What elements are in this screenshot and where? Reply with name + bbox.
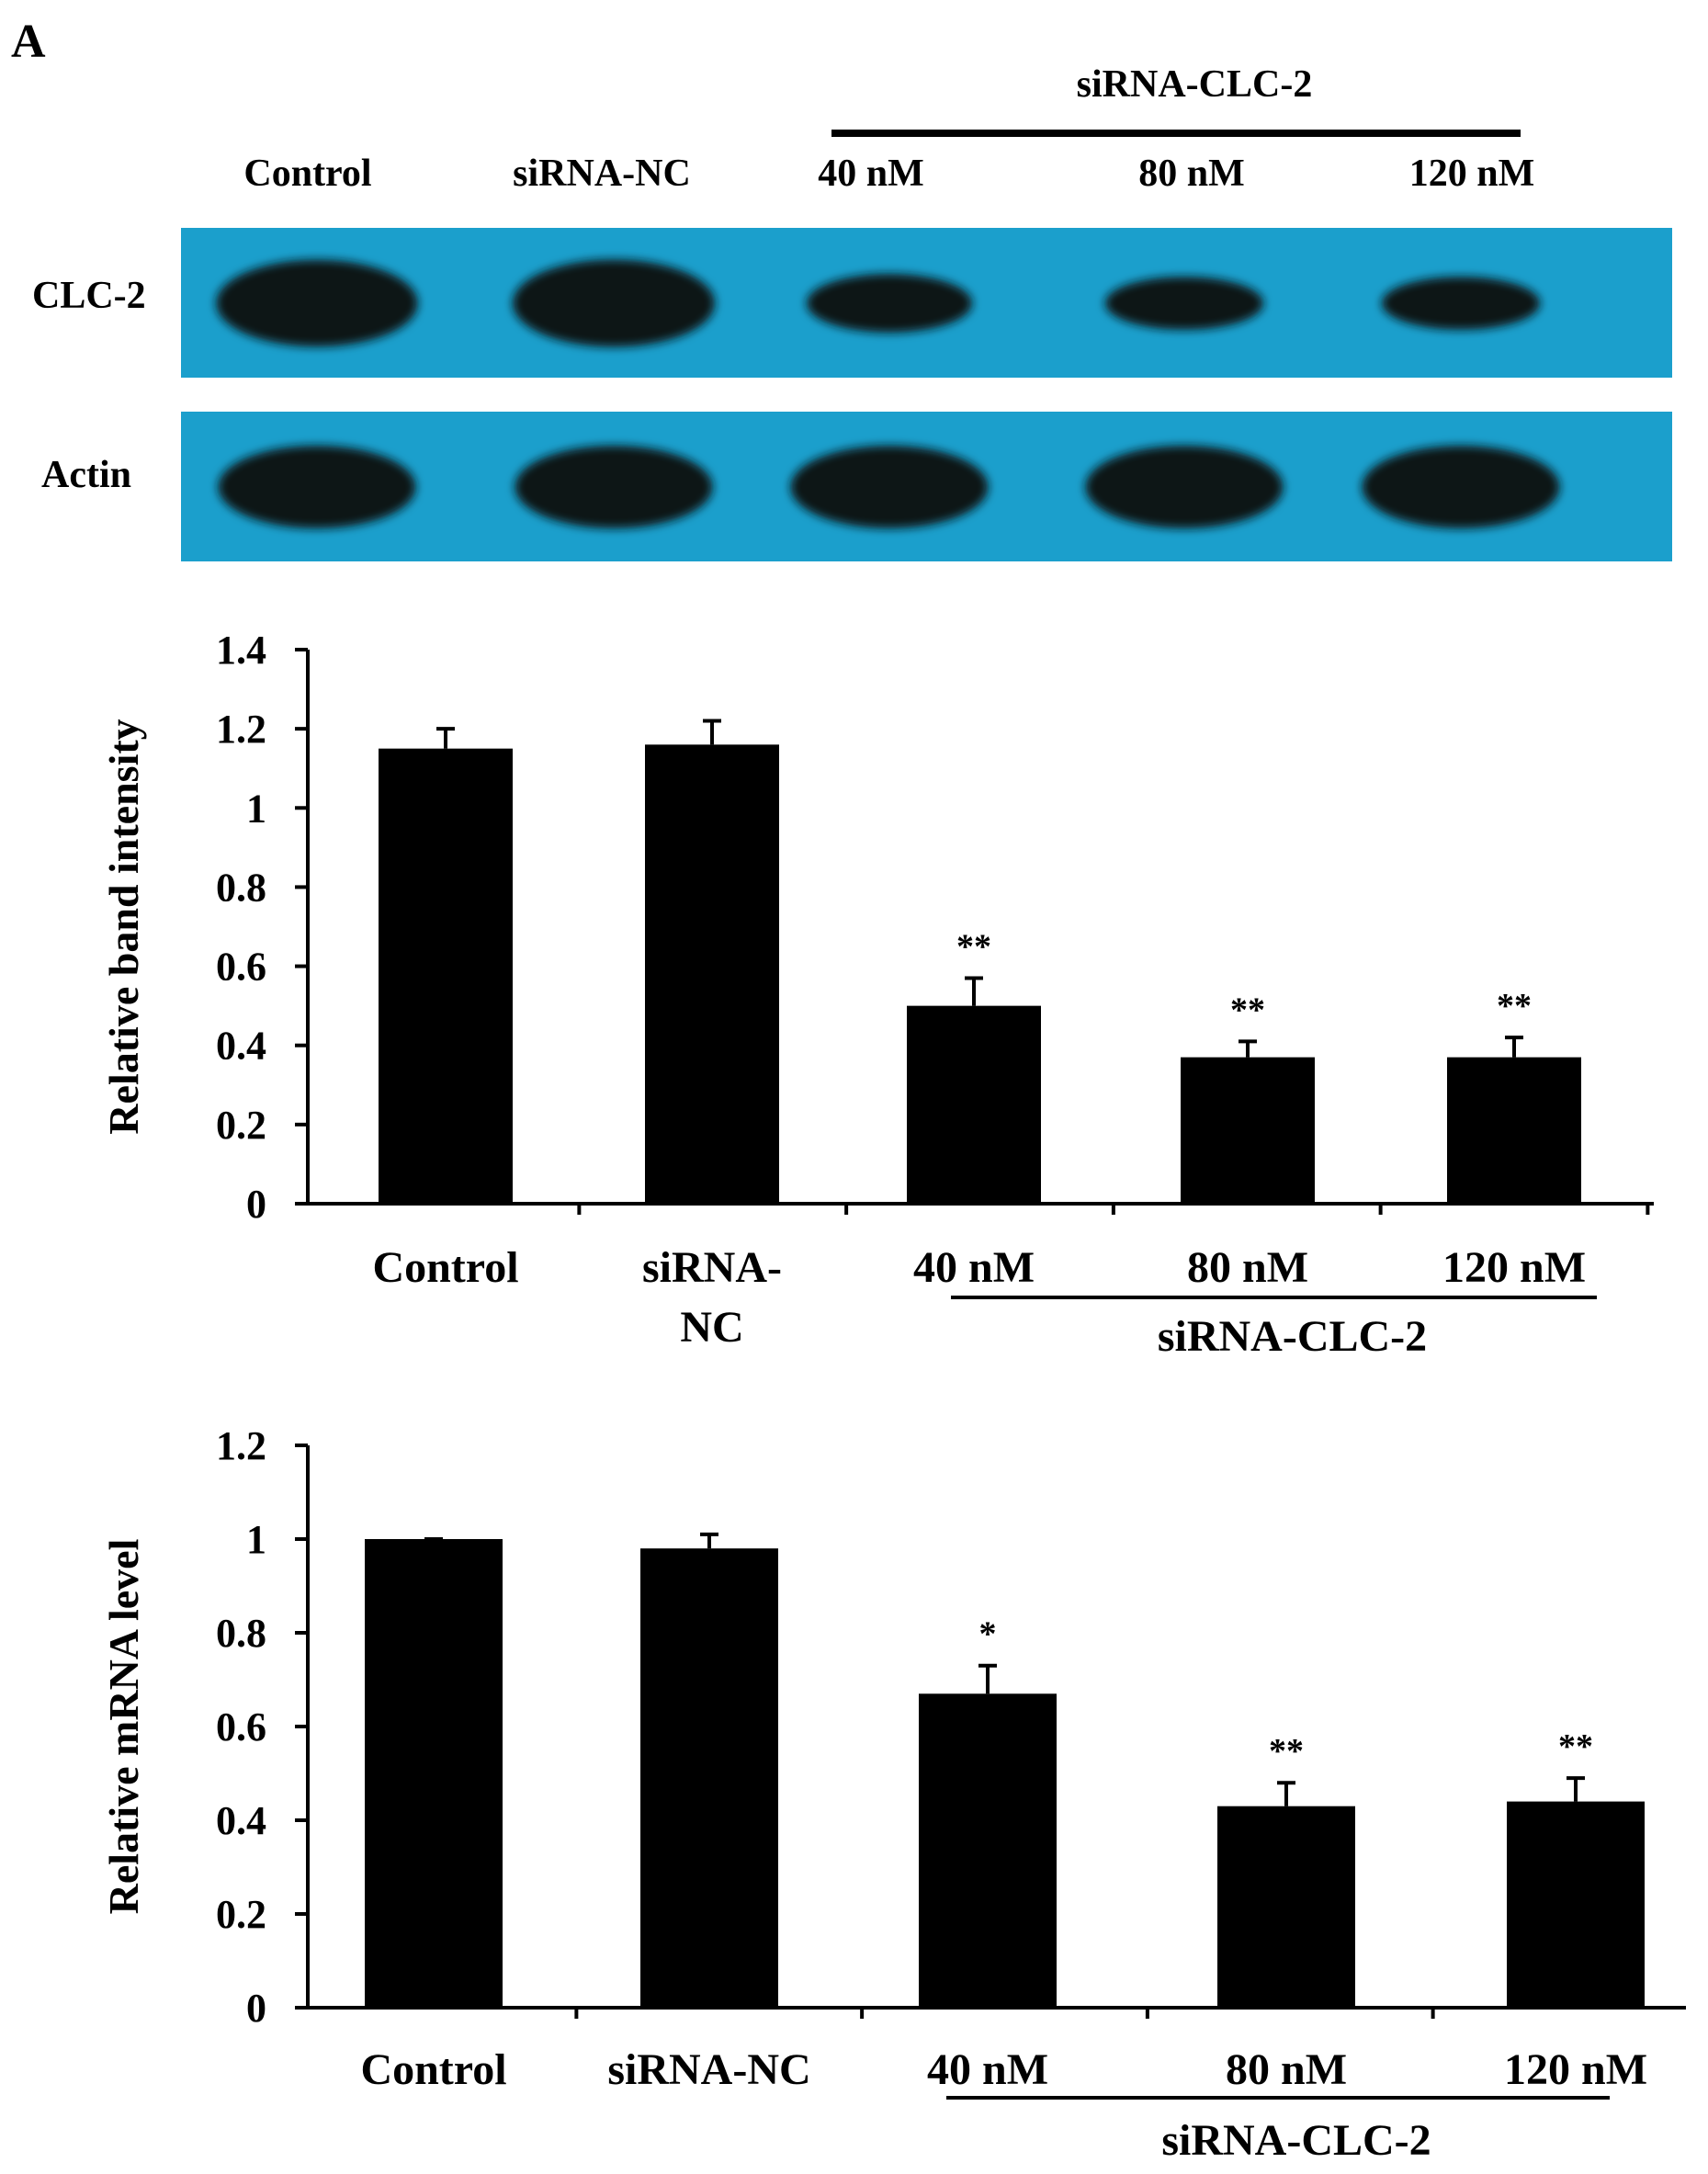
- panel-label: A: [11, 16, 46, 68]
- blot-lane-label-80nm: 80 nM: [1138, 153, 1245, 195]
- blot-band-clc-2-lane-5: [1381, 277, 1541, 330]
- x-category-label: Control: [372, 1243, 518, 1292]
- blot-band-actin-lane-1: [218, 446, 416, 528]
- y-axis-label: Relative band intensity: [100, 719, 147, 1134]
- bar-40-nm: [919, 1693, 1057, 2008]
- y-tick-label: 1.2: [216, 1423, 266, 1468]
- bar-80-nm: [1217, 1806, 1355, 2008]
- bar-sirna-nc: [640, 1548, 778, 2008]
- significance-marker: **: [1497, 987, 1532, 1025]
- blot-lane-label-120nm: 120 nM: [1409, 153, 1535, 195]
- y-tick-label: 0.4: [216, 1024, 266, 1069]
- blot-band-clc-2-lane-1: [216, 259, 418, 347]
- blot-band-actin-lane-5: [1362, 446, 1560, 528]
- western-blot: siRNA-CLC-2 Control siRNA-NC 40 nM 80 nM…: [32, 63, 1672, 561]
- x-category-label: Control: [360, 2045, 506, 2094]
- bar-control: [365, 1539, 503, 2008]
- x-category-label: 80 nM: [1187, 1243, 1308, 1292]
- significance-marker: **: [1269, 1732, 1304, 1771]
- blot-lane-label-40nm: 40 nM: [818, 153, 924, 195]
- x-category-label: NC: [680, 1303, 743, 1352]
- y-tick-label: 1: [246, 786, 266, 831]
- y-tick-label: 1.4: [216, 628, 266, 673]
- blot-band-actin-lane-2: [515, 446, 713, 528]
- blot-band-clc-2-lane-3: [806, 274, 973, 333]
- blot-band-clc-2-lane-2: [513, 259, 715, 347]
- blot-group-label: siRNA-CLC-2: [1077, 63, 1313, 106]
- x-category-label: siRNA-: [642, 1243, 782, 1292]
- y-tick-label: 0.8: [216, 865, 266, 910]
- blot-band-actin-lane-4: [1085, 446, 1284, 528]
- x-category-label: siRNA-NC: [607, 2045, 810, 2094]
- y-tick-label: 0.2: [216, 1892, 266, 1937]
- blot-row-label-actin: Actin: [41, 454, 131, 496]
- y-tick-label: 0.2: [216, 1103, 266, 1148]
- y-tick-label: 0: [246, 1182, 266, 1227]
- x-category-label: 40 nM: [927, 2045, 1048, 2094]
- y-axis-label: Relative mRNA level: [100, 1539, 147, 1915]
- significance-marker: **: [1230, 991, 1265, 1029]
- bar-control: [379, 748, 513, 1204]
- bar-sirna-nc: [645, 744, 779, 1204]
- x-category-label: 80 nM: [1226, 2045, 1347, 2094]
- group-label: siRNA-CLC-2: [1158, 1312, 1427, 1361]
- bar-80-nm: [1181, 1057, 1315, 1204]
- blot-lane-label-control: Control: [243, 153, 371, 195]
- y-tick-label: 0.6: [216, 945, 266, 990]
- blot-band-clc-2-lane-4: [1104, 277, 1264, 330]
- significance-marker: *: [979, 1615, 997, 1654]
- group-label: siRNA-CLC-2: [1161, 2116, 1431, 2165]
- x-category-label: 120 nM: [1504, 2045, 1647, 2094]
- blot-band-actin-lane-3: [790, 446, 989, 528]
- bar-40-nm: [907, 1005, 1041, 1204]
- bar-120-nm: [1507, 1801, 1645, 2008]
- chart-band-intensity: 0 0.2 0.4 0.6 0.8 1 1.2 1.4 Relative band intens…: [100, 628, 1654, 1361]
- y-tick-label: 0: [246, 1986, 266, 2031]
- y-tick-label: 0.8: [216, 1611, 266, 1656]
- significance-marker: **: [1558, 1727, 1593, 1766]
- blot-row-label-clc2: CLC-2: [32, 275, 146, 317]
- x-category-label: 40 nM: [913, 1243, 1035, 1292]
- y-tick-label: 0.6: [216, 1704, 266, 1749]
- bar-120-nm: [1447, 1057, 1581, 1204]
- x-category-label: 120 nM: [1442, 1243, 1586, 1292]
- y-tick-label: 1.2: [216, 707, 266, 752]
- y-tick-label: 1: [246, 1517, 266, 1562]
- y-tick-label: 0.4: [216, 1798, 266, 1843]
- significance-marker: **: [956, 927, 991, 966]
- blot-lane-label-sirna-nc: siRNA-NC: [513, 153, 691, 195]
